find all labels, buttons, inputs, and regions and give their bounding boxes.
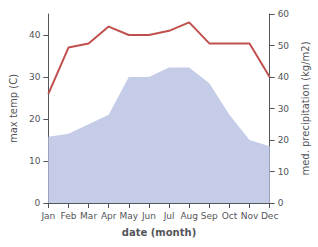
svg-text:30: 30 (29, 72, 41, 82)
svg-text:Apr: Apr (101, 211, 117, 221)
svg-text:May: May (120, 211, 139, 221)
svg-text:Jun: Jun (141, 211, 156, 221)
svg-text:max temp (C): max temp (C) (8, 74, 19, 143)
svg-text:10: 10 (278, 167, 290, 177)
svg-text:30: 30 (278, 104, 290, 114)
svg-text:50: 50 (278, 41, 290, 51)
svg-text:Mar: Mar (80, 211, 97, 221)
svg-text:Sep: Sep (201, 211, 218, 221)
svg-text:Aug: Aug (180, 211, 198, 221)
svg-text:60: 60 (278, 9, 290, 19)
svg-text:20: 20 (278, 135, 290, 145)
svg-text:40: 40 (278, 72, 290, 82)
svg-text:0: 0 (35, 198, 41, 208)
svg-text:Dec: Dec (261, 211, 278, 221)
svg-text:20: 20 (29, 114, 41, 124)
svg-text:date (month): date (month) (122, 227, 196, 238)
svg-text:40: 40 (29, 30, 41, 40)
svg-text:10: 10 (29, 156, 41, 166)
svg-text:0: 0 (278, 198, 284, 208)
svg-text:Jul: Jul (163, 211, 175, 221)
svg-text:med. precipitation (kg/m2): med. precipitation (kg/m2) (300, 41, 311, 175)
svg-text:Nov: Nov (241, 211, 259, 221)
svg-text:Oct: Oct (222, 211, 238, 221)
svg-text:Feb: Feb (61, 211, 77, 221)
svg-text:Jan: Jan (40, 211, 55, 221)
